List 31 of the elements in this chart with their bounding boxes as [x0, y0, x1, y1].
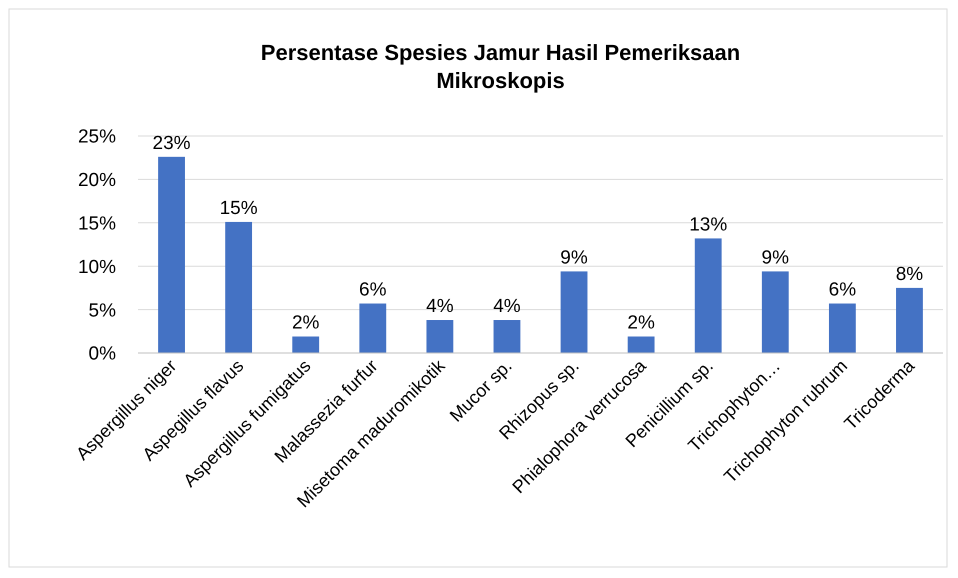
y-tick-label: 0%: [88, 344, 116, 365]
y-tick-label: 10%: [78, 256, 116, 278]
data-label: 9%: [560, 247, 588, 268]
bar: [828, 304, 856, 353]
data-label: 6%: [359, 280, 387, 301]
chart-title: Persentase Spesies Jamur Hasil Pemeriksaan Mikroskopis: [260, 40, 740, 93]
bar: [628, 336, 655, 353]
data-label: 15%: [220, 198, 258, 219]
y-tick-label: 5%: [88, 300, 116, 322]
data-label: 13%: [689, 214, 728, 236]
data-label: 2%: [627, 312, 655, 334]
data-label: 4%: [493, 296, 521, 318]
y-tick-label: 15%: [78, 213, 116, 234]
y-tick-label: 25%: [78, 126, 116, 148]
data-label: 4%: [426, 296, 454, 318]
data-label: 8%: [896, 264, 924, 285]
bar: [426, 320, 454, 353]
bar: [494, 320, 520, 353]
bar: [896, 288, 923, 353]
bar: [359, 304, 386, 353]
bar: [292, 336, 320, 353]
bar: [158, 156, 185, 353]
y-tick-label: 20%: [78, 170, 116, 192]
data-label: 23%: [152, 132, 191, 154]
bar: [225, 222, 252, 353]
bar: [560, 271, 588, 353]
data-label: 6%: [828, 280, 856, 301]
bar: [762, 271, 789, 353]
bar: [694, 238, 722, 353]
data-label: 2%: [292, 312, 320, 334]
data-label: 9%: [762, 247, 790, 268]
